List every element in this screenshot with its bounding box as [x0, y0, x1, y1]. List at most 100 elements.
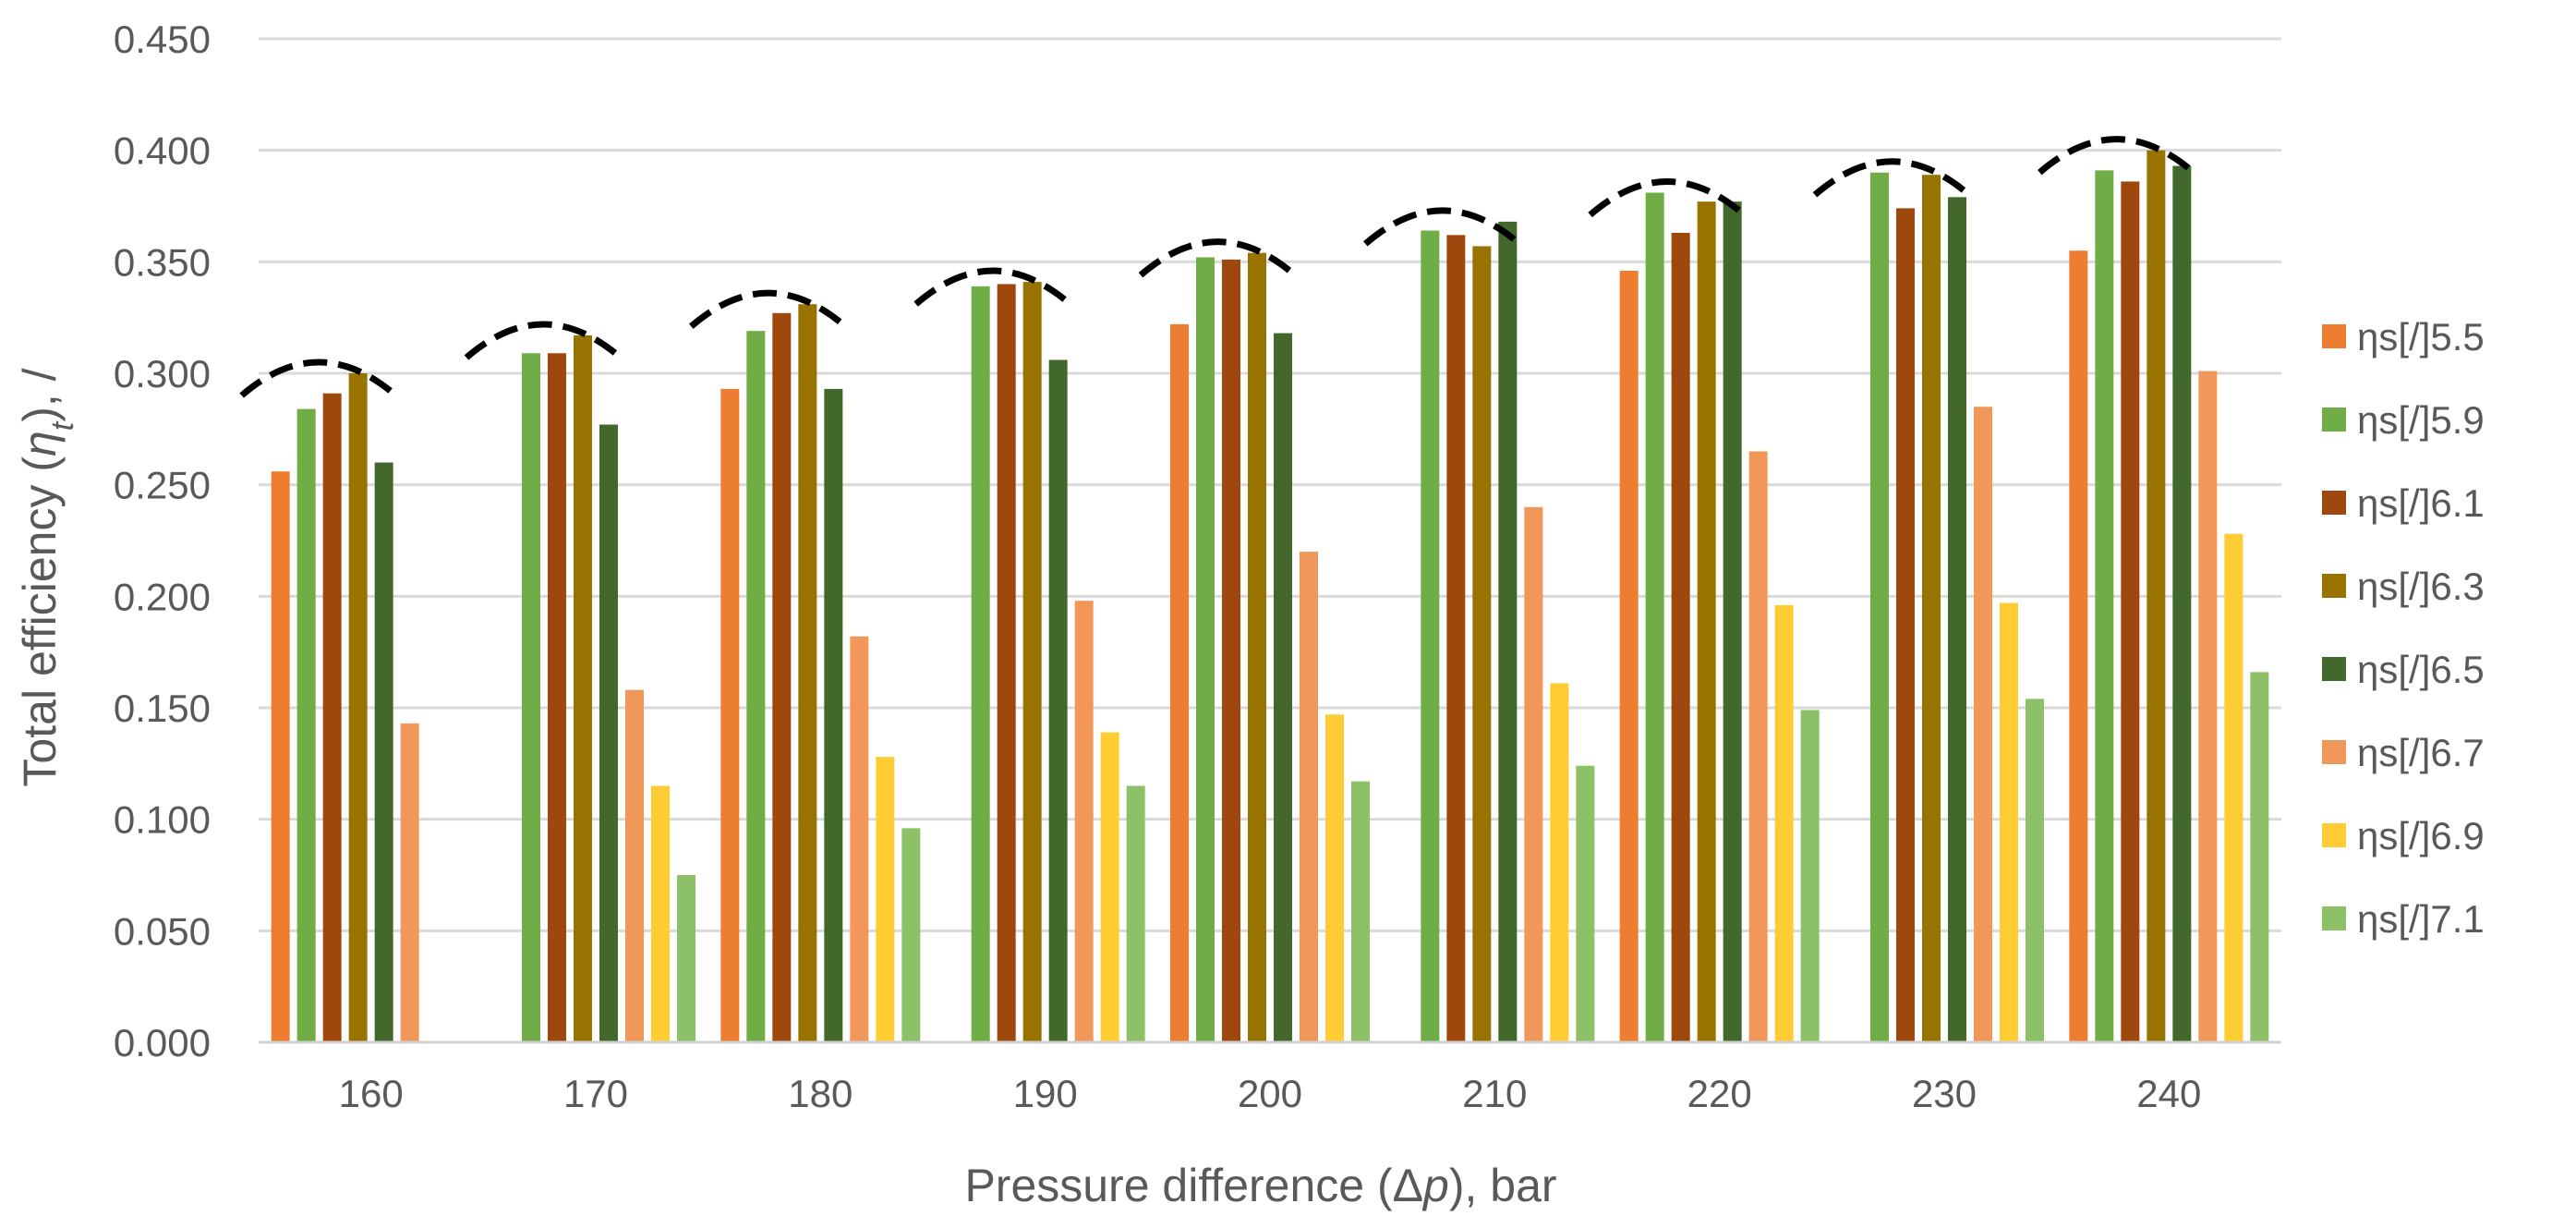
peak-arc — [913, 267, 1072, 307]
y-axis-title-subscript: t — [45, 420, 80, 431]
bar — [1922, 175, 1941, 1043]
bar — [971, 286, 990, 1042]
bar — [772, 312, 792, 1043]
bar — [1196, 257, 1215, 1042]
y-tick-label: 0.050 — [114, 909, 211, 953]
y-tick-label: 0.350 — [114, 240, 211, 284]
legend-swatch — [2322, 407, 2346, 432]
bar — [2121, 181, 2140, 1042]
legend-label: ηs[/]6.3 — [2357, 565, 2485, 608]
x-tick-labels: 160 170 180 190 200 210 220 230 240 — [339, 1072, 2202, 1115]
legend-label: ηs[/]6.1 — [2357, 481, 2485, 525]
bar — [2250, 672, 2269, 1042]
bar — [1300, 552, 1318, 1042]
x-axis-title-part-3: ), bar — [1449, 1160, 1557, 1211]
x-axis-title-italic: p — [1421, 1160, 1449, 1211]
y-tick-label: 0.000 — [114, 1021, 211, 1064]
bar — [901, 828, 921, 1042]
bar — [1170, 323, 1189, 1042]
legend: ηs[/]5.5 ηs[/]5.9 ηs[/]6.1 ηs[/]6.3 ηs[/]6.5… — [2322, 315, 2485, 941]
bar — [720, 388, 740, 1043]
bar — [1222, 259, 1240, 1042]
bar — [746, 331, 766, 1042]
bar — [1022, 282, 1042, 1042]
bar — [798, 304, 817, 1043]
bar — [2224, 533, 2243, 1042]
x-tick-label: 180 — [788, 1072, 853, 1115]
bar — [1896, 208, 1915, 1042]
bar — [651, 785, 670, 1042]
bar — [322, 393, 342, 1043]
bar — [1748, 451, 1768, 1042]
bar — [1421, 230, 1440, 1043]
bars — [271, 150, 2269, 1043]
bar — [1048, 359, 1068, 1042]
x-axis-title: Pressure difference (Δp), bar — [964, 1160, 1556, 1211]
peak-arc — [1363, 207, 1522, 247]
x-tick-label: 200 — [1238, 1072, 1302, 1115]
legend-swatch — [2322, 906, 2346, 930]
bar — [876, 757, 895, 1042]
bar — [271, 471, 290, 1043]
y-axis-title-part-1: Total efficiency ( — [14, 456, 66, 787]
peak-annotation-arcs — [239, 136, 2196, 398]
bar — [625, 689, 644, 1042]
bar — [2172, 165, 2192, 1042]
bar — [1774, 604, 1794, 1042]
bar — [1351, 781, 1370, 1042]
legend-label: ηs[/]5.5 — [2357, 315, 2485, 359]
bar — [1498, 221, 1518, 1043]
bar — [599, 424, 618, 1042]
peak-arc — [239, 359, 398, 398]
bar — [1550, 683, 1569, 1042]
y-axis-title-part-4: ), / — [14, 368, 66, 421]
y-tick-label: 0.400 — [114, 129, 211, 173]
bar — [1948, 197, 1966, 1042]
bar — [997, 284, 1016, 1042]
y-tick-label: 0.250 — [114, 464, 211, 507]
legend-swatch — [2322, 324, 2346, 348]
bar — [2000, 602, 2018, 1042]
bar — [296, 408, 316, 1042]
bar — [374, 462, 393, 1042]
bar — [1248, 252, 1266, 1042]
bar — [1576, 765, 1595, 1042]
legend-swatch — [2322, 823, 2346, 847]
bar — [1619, 270, 1639, 1042]
bar — [1671, 232, 1690, 1042]
bar — [677, 875, 695, 1042]
bar — [824, 388, 843, 1043]
peak-arc — [1138, 238, 1298, 278]
legend-swatch — [2322, 491, 2346, 515]
x-tick-label: 230 — [1912, 1072, 1977, 1115]
bar — [1697, 201, 1716, 1042]
bar — [1800, 710, 1820, 1042]
y-axis-title: Total efficiency (ηt), / — [14, 368, 80, 786]
bar — [1974, 407, 1992, 1042]
bar — [1274, 333, 1292, 1042]
x-tick-label: 220 — [1687, 1072, 1752, 1115]
gridlines — [259, 37, 2281, 932]
bar — [1446, 235, 1466, 1042]
legend-label: ηs[/]6.9 — [2357, 814, 2485, 857]
x-tick-label: 170 — [563, 1072, 628, 1115]
peak-arc — [1588, 178, 1747, 218]
bar — [1074, 601, 1094, 1042]
y-tick-label: 0.200 — [114, 575, 211, 618]
bar — [522, 353, 540, 1042]
x-tick-label: 240 — [2136, 1072, 2201, 1115]
x-axis-title-part-1: Pressure difference (Δ — [964, 1160, 1423, 1211]
bar — [1126, 785, 1145, 1042]
bar — [2026, 699, 2044, 1042]
bar — [1524, 506, 1543, 1042]
peak-arc — [689, 289, 848, 329]
bar — [348, 373, 368, 1042]
x-tick-label: 190 — [1013, 1072, 1078, 1115]
legend-swatch — [2322, 657, 2346, 681]
y-tick-labels: 0.000 0.050 0.100 0.150 0.200 0.250 0.300 0.350… — [114, 18, 211, 1064]
legend-swatch — [2322, 574, 2346, 598]
peak-arc — [464, 321, 623, 360]
bar — [2069, 250, 2088, 1042]
bar — [400, 723, 419, 1042]
